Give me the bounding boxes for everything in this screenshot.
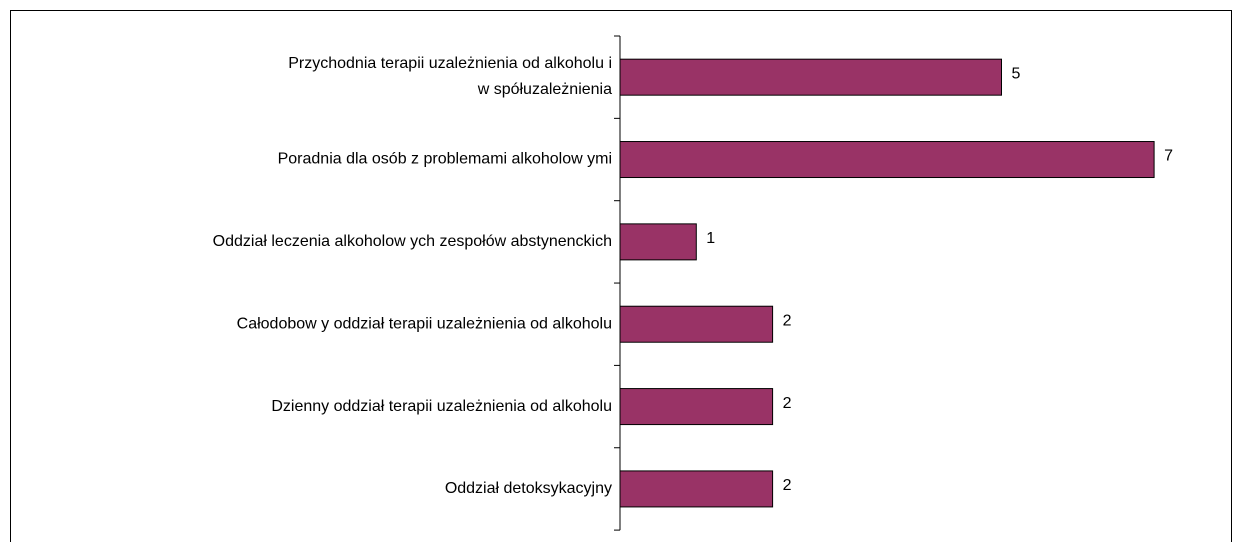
bar <box>619 470 774 508</box>
value-label: 2 <box>783 395 792 412</box>
chart-frame <box>10 10 1232 542</box>
value-label: 1 <box>706 230 715 247</box>
bar <box>619 223 697 261</box>
bar <box>619 141 1155 179</box>
bar <box>619 305 774 343</box>
value-label: 2 <box>783 477 792 494</box>
value-label: 7 <box>1164 148 1173 165</box>
y-tick-label: Całodobow y oddział terapii uzależnienia… <box>237 315 612 332</box>
bar <box>619 58 1002 96</box>
bar <box>619 388 774 426</box>
y-tick-label: Dzienny oddział terapii uzależnienia od … <box>271 398 612 415</box>
y-tick-label: Oddział leczenia alkoholow ych zespołów … <box>213 233 612 250</box>
y-tick-label: Przychodnia terapii uzależnienia od alko… <box>288 55 612 98</box>
value-label: 5 <box>1012 65 1021 82</box>
y-tick-label: Oddział detoksykacyjny <box>445 480 612 497</box>
value-label: 2 <box>783 312 792 329</box>
y-tick-label: Poradnia dla osób z problemami alkoholow… <box>278 151 612 168</box>
